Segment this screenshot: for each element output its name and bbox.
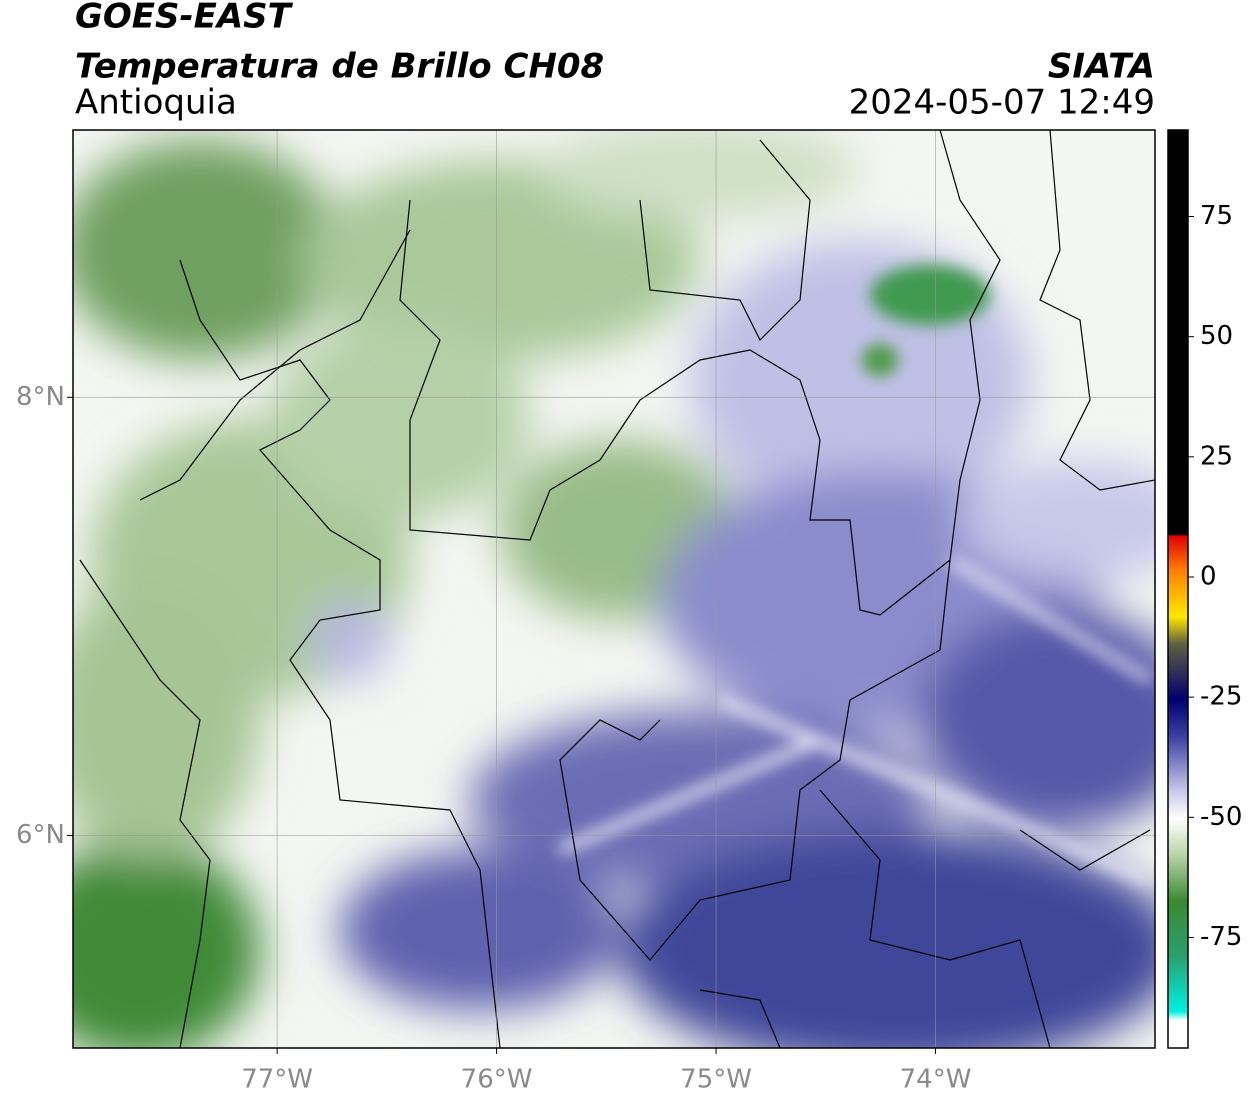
- x-tick-label: 76°W: [461, 1065, 533, 1095]
- colorbar: [1167, 129, 1189, 1049]
- colorbar-tick-label: 75: [1200, 201, 1233, 231]
- x-tick-label: 74°W: [900, 1065, 972, 1095]
- colorbar-tick-label: 50: [1200, 321, 1233, 351]
- region: Antioquia: [75, 83, 237, 123]
- colorbar-tick-label: -50: [1200, 802, 1242, 832]
- satellite-imagery: [73, 130, 1155, 1048]
- y-tick-label: 8°N: [16, 382, 65, 412]
- x-tick-label: 77°W: [241, 1065, 313, 1095]
- source: SIATA: [1048, 47, 1155, 87]
- colorbar-tick-label: 0: [1200, 561, 1217, 591]
- colorbar-tick-label: -25: [1200, 682, 1242, 712]
- graticule: [73, 130, 1155, 1048]
- timestamp: 2024-05-07 12:49: [849, 83, 1155, 123]
- subtitle: Temperatura de Brillo CH08: [75, 47, 604, 87]
- boundaries: [79, 130, 1155, 1048]
- x-tick-label: 75°W: [680, 1065, 752, 1095]
- colorbar-tick-label: 25: [1200, 441, 1233, 471]
- title: GOES-EAST: [75, 0, 294, 37]
- colorbar-tick-label: -75: [1200, 922, 1242, 952]
- y-tick-label: 6°N: [16, 820, 65, 850]
- map-frame: [72, 129, 1156, 1049]
